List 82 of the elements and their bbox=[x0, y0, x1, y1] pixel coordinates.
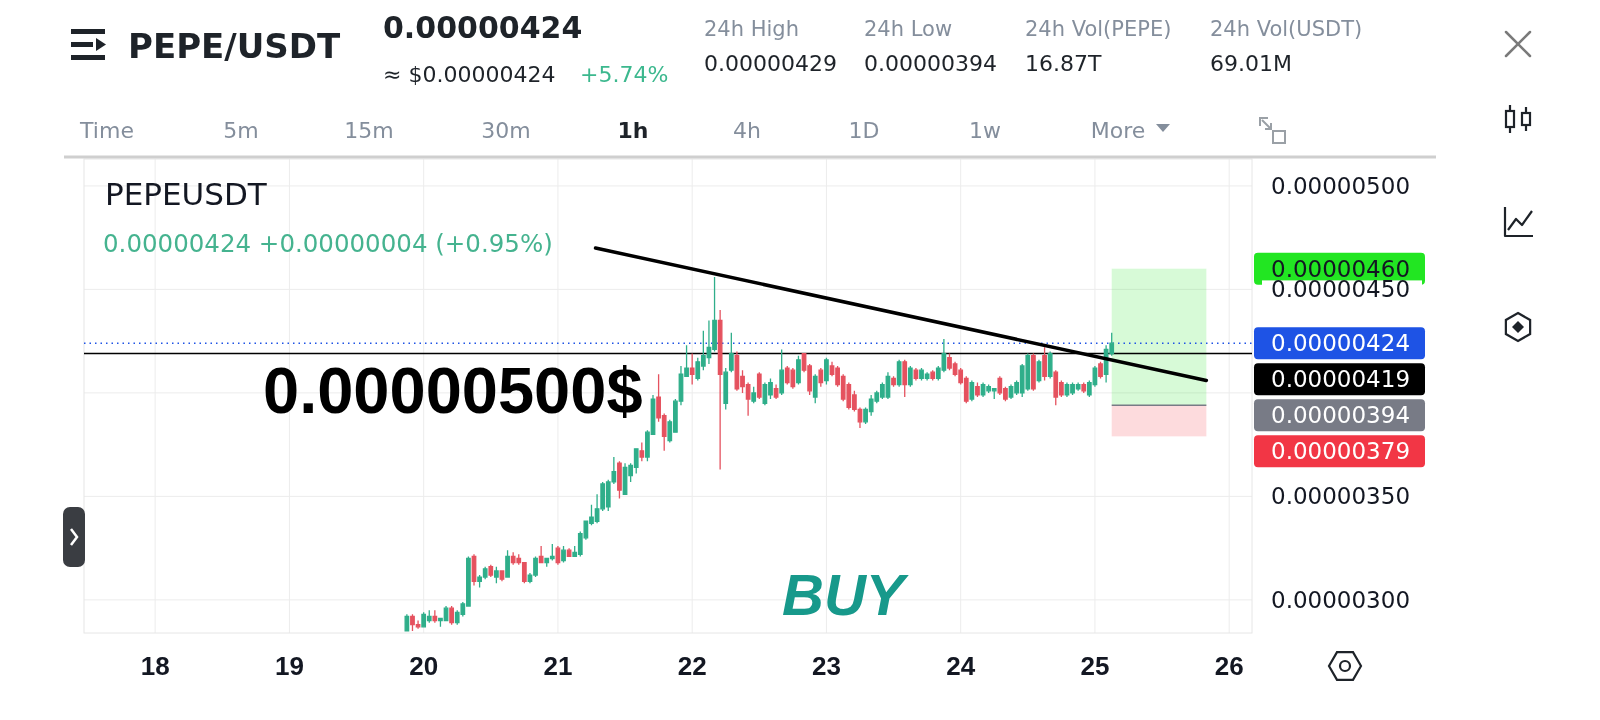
candlestick bbox=[555, 545, 561, 566]
text: 4h bbox=[733, 118, 761, 143]
text: 1w bbox=[969, 118, 1001, 143]
candlestick bbox=[494, 566, 499, 584]
candlestick bbox=[779, 348, 785, 396]
ref-line-label: 0.00000394 bbox=[1271, 402, 1411, 429]
text: More bbox=[1090, 118, 1146, 143]
candlestick bbox=[756, 371, 762, 400]
text: 24h Low bbox=[864, 17, 953, 41]
candlestick bbox=[1081, 381, 1087, 394]
x-tick-label: 24 bbox=[946, 651, 976, 681]
y-tick-label: 0.00000300 bbox=[1271, 586, 1411, 613]
candlestick bbox=[913, 367, 919, 382]
candlestick bbox=[505, 549, 510, 578]
text: PEPEUSDT bbox=[105, 176, 268, 212]
ref-line-label: 0.00000424 bbox=[1271, 330, 1411, 357]
text: 1D bbox=[848, 118, 880, 143]
x-tick-label: 21 bbox=[543, 651, 573, 681]
candlestick bbox=[751, 386, 757, 404]
text: 30m bbox=[481, 118, 531, 143]
candlestick bbox=[538, 545, 544, 564]
candlestick bbox=[969, 379, 975, 402]
annotation: 0.00000500$ bbox=[263, 354, 643, 427]
candlestick bbox=[1098, 361, 1103, 380]
text: ≈ $0.00000424 bbox=[383, 62, 556, 87]
y-tick-label: 0.00000350 bbox=[1271, 483, 1411, 510]
text: 24h Vol(PEPE) bbox=[1025, 17, 1172, 41]
x-tick-label: 25 bbox=[1080, 651, 1110, 681]
candlestick bbox=[773, 383, 779, 400]
candlestick bbox=[488, 564, 494, 578]
y-tick-label: 0.00000450 bbox=[1271, 276, 1411, 303]
candlestick bbox=[975, 381, 980, 398]
x-tick-label: 20 bbox=[409, 651, 439, 681]
text: 16.87T bbox=[1025, 51, 1102, 76]
x-tick-label: 19 bbox=[274, 651, 304, 681]
candlestick bbox=[717, 309, 723, 471]
candlestick bbox=[824, 357, 829, 386]
candlestick bbox=[561, 545, 566, 564]
text: 0.00000394 bbox=[864, 51, 997, 76]
candlestick bbox=[796, 354, 801, 386]
candlestick bbox=[896, 359, 902, 388]
ref-line-label: 0.00000419 bbox=[1271, 366, 1411, 393]
candlestick bbox=[471, 553, 477, 587]
annotation: BUY bbox=[782, 562, 910, 627]
y-tick-label: 0.00000500 bbox=[1271, 172, 1411, 199]
text: PEPE/USDT bbox=[128, 26, 342, 66]
band-label: 0.00000379 bbox=[1271, 438, 1411, 465]
text: 24h Vol(USDT) bbox=[1210, 17, 1363, 41]
candlestick bbox=[728, 332, 734, 373]
x-tick-label: 23 bbox=[811, 651, 841, 681]
candlestick bbox=[499, 570, 505, 582]
x-tick-label: 18 bbox=[140, 651, 170, 681]
candlestick bbox=[891, 375, 896, 388]
candlestick bbox=[566, 547, 572, 558]
candlestick bbox=[902, 359, 908, 398]
text: 24h High bbox=[704, 17, 799, 41]
text: 15m bbox=[344, 118, 394, 143]
candlestick bbox=[818, 367, 824, 388]
candlestick bbox=[812, 373, 818, 404]
text: 1h bbox=[617, 118, 649, 143]
x-tick-label: 26 bbox=[1214, 651, 1244, 681]
candlestick bbox=[1047, 350, 1053, 380]
candlestick bbox=[404, 613, 410, 632]
text: 0.00000424 bbox=[383, 10, 583, 45]
candlestick bbox=[723, 367, 729, 411]
candlestick bbox=[449, 605, 455, 626]
text: 69.01M bbox=[1210, 51, 1292, 76]
candlestick bbox=[1031, 352, 1036, 392]
candlestick bbox=[432, 609, 438, 624]
candlestick bbox=[617, 460, 622, 500]
candlestick bbox=[907, 365, 913, 388]
text: 0.00000424 +0.00000004 (+0.95%) bbox=[103, 229, 553, 258]
candlestick bbox=[930, 369, 936, 382]
candlestick bbox=[689, 352, 695, 386]
candlestick bbox=[1036, 359, 1042, 384]
text: 5m bbox=[223, 118, 259, 143]
text: 0.00000429 bbox=[704, 51, 837, 76]
candlestick bbox=[639, 441, 645, 462]
x-tick-label: 22 bbox=[677, 651, 707, 681]
text: Time bbox=[79, 118, 134, 143]
text: +5.74% bbox=[580, 62, 669, 87]
candlestick bbox=[1042, 346, 1047, 382]
